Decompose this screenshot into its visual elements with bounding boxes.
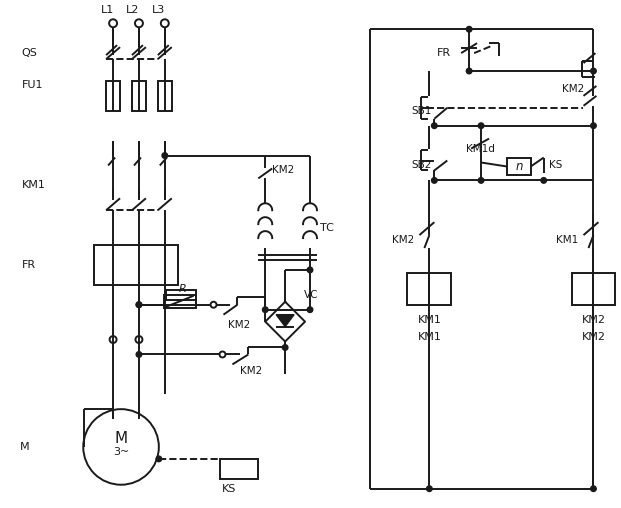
Text: L2: L2 bbox=[126, 6, 140, 15]
Bar bbox=[106, 81, 120, 111]
Polygon shape bbox=[276, 314, 294, 327]
Bar bbox=[571, 273, 615, 305]
Circle shape bbox=[263, 307, 268, 312]
Text: KM2: KM2 bbox=[581, 332, 605, 341]
Text: KM2: KM2 bbox=[581, 314, 605, 325]
Text: QS: QS bbox=[22, 48, 37, 58]
Text: FR: FR bbox=[22, 260, 36, 270]
Text: M: M bbox=[20, 442, 29, 452]
Text: M: M bbox=[114, 431, 127, 447]
Circle shape bbox=[136, 352, 142, 357]
Circle shape bbox=[136, 302, 142, 307]
Bar bbox=[164, 295, 196, 308]
Circle shape bbox=[283, 345, 288, 351]
Circle shape bbox=[591, 123, 596, 129]
Circle shape bbox=[591, 486, 596, 492]
Text: KM2: KM2 bbox=[392, 235, 414, 245]
Circle shape bbox=[162, 153, 168, 158]
Text: 3~: 3~ bbox=[113, 447, 129, 457]
Bar bbox=[220, 459, 258, 479]
Text: KS: KS bbox=[222, 484, 237, 494]
Text: SB1: SB1 bbox=[412, 106, 432, 116]
Circle shape bbox=[432, 123, 437, 129]
Text: L1: L1 bbox=[101, 6, 114, 15]
Text: KS: KS bbox=[549, 161, 562, 171]
Text: SB2: SB2 bbox=[412, 161, 432, 171]
Circle shape bbox=[307, 267, 313, 273]
Text: KM1: KM1 bbox=[556, 235, 578, 245]
Text: KM1: KM1 bbox=[417, 314, 442, 325]
Text: KM2: KM2 bbox=[272, 166, 294, 175]
Circle shape bbox=[541, 178, 546, 183]
Text: KM1: KM1 bbox=[22, 180, 45, 190]
Circle shape bbox=[136, 302, 142, 307]
Bar bbox=[132, 81, 146, 111]
Circle shape bbox=[466, 68, 472, 74]
Bar bbox=[166, 290, 196, 300]
Text: FU1: FU1 bbox=[22, 80, 43, 90]
Text: KM2: KM2 bbox=[229, 320, 251, 330]
Text: L3: L3 bbox=[152, 6, 165, 15]
Bar bbox=[94, 245, 178, 285]
Text: TC: TC bbox=[320, 223, 334, 233]
Circle shape bbox=[478, 178, 484, 183]
Text: n: n bbox=[515, 160, 523, 173]
Circle shape bbox=[432, 178, 437, 183]
Text: FR: FR bbox=[437, 48, 451, 58]
Circle shape bbox=[427, 486, 432, 492]
Text: KM2: KM2 bbox=[240, 366, 263, 376]
Circle shape bbox=[83, 409, 159, 485]
Text: VC: VC bbox=[304, 290, 319, 300]
Bar bbox=[407, 273, 451, 305]
Circle shape bbox=[307, 307, 313, 312]
Text: KM1d: KM1d bbox=[466, 144, 495, 153]
Text: KM1: KM1 bbox=[417, 332, 442, 341]
Bar bbox=[507, 157, 531, 175]
Circle shape bbox=[591, 68, 596, 74]
Text: KM2: KM2 bbox=[561, 84, 584, 94]
Text: R: R bbox=[179, 284, 186, 294]
Circle shape bbox=[156, 456, 161, 462]
Bar bbox=[158, 81, 172, 111]
Circle shape bbox=[478, 123, 484, 129]
Circle shape bbox=[466, 26, 472, 32]
